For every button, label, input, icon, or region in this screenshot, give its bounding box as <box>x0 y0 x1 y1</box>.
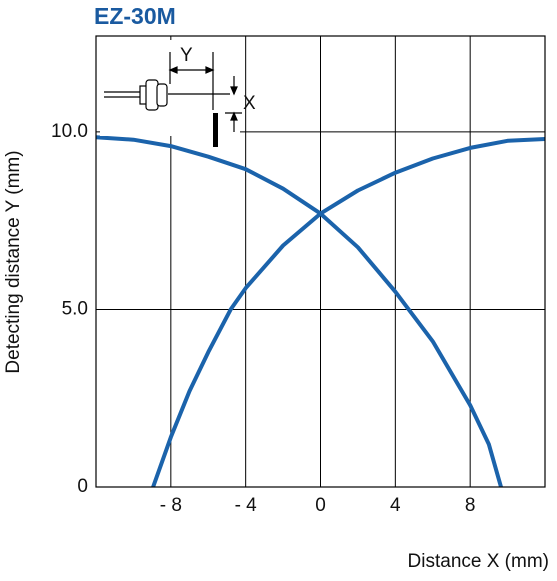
x-tick-label: 0 <box>315 495 326 516</box>
y-tick-label: 10.0 <box>51 121 88 142</box>
y-tick-label: 0 <box>77 476 88 497</box>
x-axis-title: Distance X (mm) <box>408 551 549 572</box>
y-axis-title: Detecting distance Y (mm) <box>3 150 24 373</box>
plot-frame <box>95 35 546 488</box>
curve <box>95 135 503 488</box>
curve <box>151 137 546 488</box>
x-tick-label: 8 <box>465 495 476 516</box>
x-tick-label: 4 <box>390 495 401 516</box>
x-tick-label: - 8 <box>160 495 182 516</box>
sensor-inset: Y X <box>100 40 256 147</box>
y-tick-label: 5.0 <box>62 298 88 319</box>
chart-title: EZ-30M <box>94 3 176 29</box>
x-tick-label: - 4 <box>235 495 258 516</box>
inset-label: Y <box>180 45 193 66</box>
inset-label: X <box>243 93 256 114</box>
